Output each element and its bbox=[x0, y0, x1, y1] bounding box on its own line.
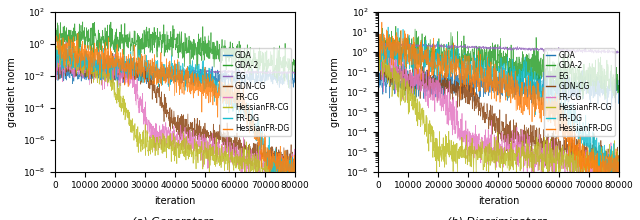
Y-axis label: gradient norm: gradient norm bbox=[7, 57, 17, 127]
X-axis label: iteration: iteration bbox=[154, 196, 196, 206]
X-axis label: iteration: iteration bbox=[478, 196, 519, 206]
Legend: GDA, GDA-2, EG, GDN-CG, FR-CG, HessianFR-CG, FR-DG, HessianFR-DG: GDA, GDA-2, EG, GDN-CG, FR-CG, HessianFR… bbox=[220, 48, 291, 136]
Y-axis label: gradient norm: gradient norm bbox=[330, 57, 340, 127]
Text: (a) Generators.: (a) Generators. bbox=[132, 216, 218, 220]
Legend: GDA, GDA-2, EG, GDN-CG, FR-CG, HessianFR-CG, FR-DG, HessianFR-DG: GDA, GDA-2, EG, GDN-CG, FR-CG, HessianFR… bbox=[544, 48, 615, 136]
Text: (b) Discriminators.: (b) Discriminators. bbox=[447, 216, 550, 220]
